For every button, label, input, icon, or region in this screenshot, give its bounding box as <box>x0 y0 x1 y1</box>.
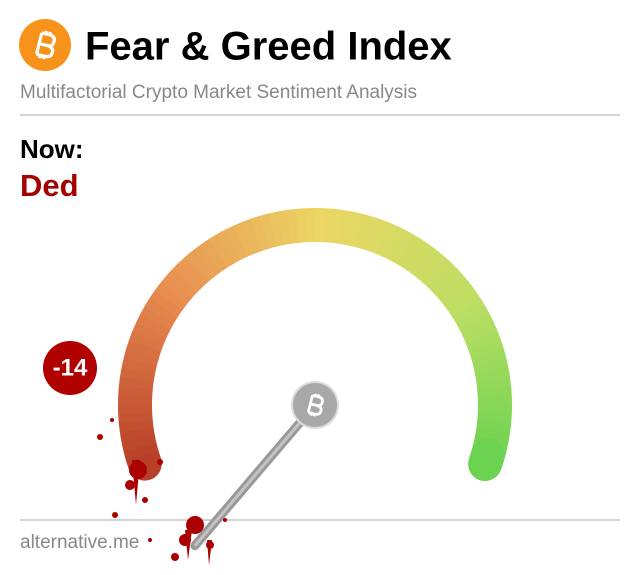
blood-splatter <box>97 418 227 565</box>
gauge-segment <box>345 211 362 247</box>
gauge-segment <box>208 234 234 268</box>
gauge-segment <box>396 234 422 269</box>
gauge-segment <box>322 208 335 243</box>
gauge-segment <box>121 435 157 452</box>
gauge-segment <box>471 349 507 367</box>
gauge-segment <box>118 412 153 424</box>
now-label: Now: <box>20 134 84 164</box>
gauge-segment <box>338 210 353 246</box>
gauge-segment <box>473 358 509 375</box>
gauge-segment <box>409 244 438 278</box>
hub-logo-path <box>306 393 324 417</box>
gauge-segment <box>402 239 430 273</box>
gauge-segment <box>132 322 167 345</box>
footer: alternative.me <box>20 532 139 553</box>
gauge-segment <box>118 385 153 398</box>
gauge-segment <box>477 386 512 398</box>
gauge-segment <box>375 222 398 257</box>
gauge-segment <box>353 213 371 249</box>
gauge-segment <box>476 376 512 390</box>
gauge-segment <box>451 298 486 324</box>
gauge-segment <box>389 229 414 265</box>
gauge-segment <box>277 209 293 245</box>
gauge-segment <box>128 331 164 352</box>
gauge-segment <box>160 275 193 305</box>
gauge-segment <box>360 215 380 252</box>
gauge-segment <box>166 268 198 299</box>
gauge-segment <box>186 249 215 282</box>
gauge-segment <box>382 225 406 261</box>
gauge-segment <box>368 218 389 254</box>
value-label: -14 <box>53 354 88 381</box>
gauge-segment <box>456 306 491 331</box>
logo <box>19 19 71 71</box>
gauge-segment <box>233 221 255 257</box>
gauge-segment <box>468 340 505 360</box>
gauge-segment <box>123 442 159 461</box>
gauge-segment <box>119 427 155 442</box>
gauge-segment <box>149 290 183 317</box>
gauge-segment <box>475 427 511 443</box>
gauge-segment <box>126 339 162 360</box>
gauge-segment <box>421 256 452 288</box>
gauge-segment <box>250 215 270 251</box>
needle-highlight <box>193 404 317 547</box>
gauge-segment <box>144 297 179 324</box>
gauge-segment <box>200 238 228 273</box>
gauge-segment <box>259 213 278 249</box>
gauge-segment <box>447 290 481 318</box>
gauge-segment <box>427 262 458 293</box>
gauge-segment <box>459 314 495 338</box>
gauge-segment <box>442 283 476 311</box>
gauge-segment <box>330 208 344 244</box>
gauge-segment <box>476 420 512 434</box>
gauge-segment <box>268 211 285 247</box>
gauge-segment <box>121 357 157 375</box>
gauge-segment <box>432 268 465 299</box>
gauge-segment <box>468 438 505 482</box>
gauge-segment <box>224 225 248 261</box>
gauge-segment <box>120 367 156 382</box>
gauge-segment <box>172 262 203 293</box>
gauge-segment <box>466 331 502 352</box>
gauge-segment <box>475 367 511 383</box>
gauge-segment <box>123 348 159 367</box>
gauge-segment <box>193 244 221 277</box>
chart-title: Fear & Greed Index <box>85 25 452 69</box>
gauge-segment <box>216 229 241 264</box>
hub-logo <box>306 393 324 417</box>
gauge-segment <box>296 208 308 243</box>
value-badge <box>43 341 97 395</box>
gauge-segment <box>139 305 175 331</box>
gauge-segment <box>286 208 301 244</box>
subtitle: Multifactorial Crypto Market Sentiment A… <box>20 82 417 103</box>
gauge-segment <box>438 275 471 305</box>
classification: Ded <box>20 168 79 203</box>
gauge-segment <box>135 314 171 338</box>
gauge-track <box>118 207 513 482</box>
gauge-segment <box>154 282 188 311</box>
gauge-segment <box>118 376 154 390</box>
gauge-segment <box>415 250 445 283</box>
gauge-segment <box>463 322 498 345</box>
gauge-segment <box>477 412 512 424</box>
gauge-segment <box>118 419 154 433</box>
gauge-segment <box>241 218 263 254</box>
gauge-segment <box>179 255 209 288</box>
